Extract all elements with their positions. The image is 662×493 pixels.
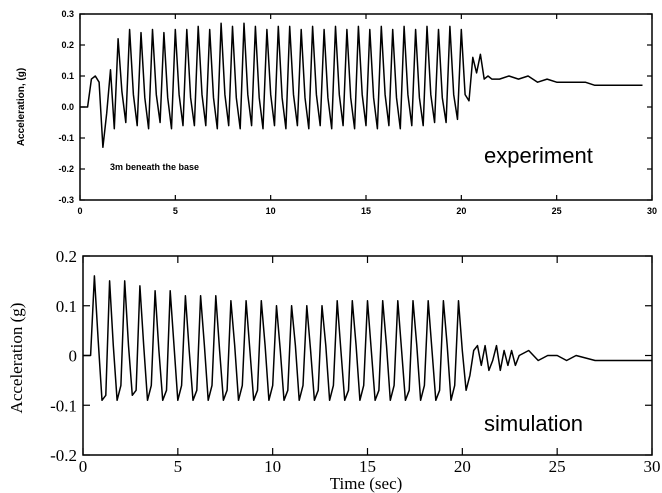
simulation-y-tick-label: -0.1: [50, 396, 77, 415]
experiment-panel-label: experiment: [484, 143, 593, 168]
simulation-y-axis-label: Acceleration (g): [7, 303, 26, 414]
experiment-y-tick-label: 0.0: [61, 102, 74, 112]
simulation-x-axis-label: Time (sec): [330, 474, 403, 493]
simulation-x-tick-label: 20: [454, 457, 471, 476]
experiment-annotation: 3m beneath the base: [110, 162, 199, 172]
simulation-panel-label: simulation: [484, 411, 583, 436]
experiment-y-tick-label: 0.3: [61, 9, 74, 19]
simulation-panel: -0.2 -0.1 0 0.1 0.2 0 5 10 15 20 25 30 Acceleratio…: [7, 247, 661, 493]
experiment-x-ticks: 0 5 10 15 20 25 30: [77, 14, 657, 216]
simulation-series-line: [83, 275, 652, 402]
experiment-y-tick-label: -0.3: [58, 195, 74, 205]
experiment-panel: -0.3 -0.2 -0.1 0.0 0.1 0.2 0.3 0 5 10 15 20 25 30 Ac…: [16, 9, 657, 216]
simulation-y-tick-label: 0: [69, 347, 78, 366]
experiment-y-tick-label: -0.1: [58, 133, 74, 143]
simulation-x-tick-label: 30: [644, 457, 661, 476]
experiment-x-tick-label: 25: [552, 206, 562, 216]
experiment-x-tick-label: 15: [361, 206, 371, 216]
simulation-y-tick-label: 0.1: [56, 297, 77, 316]
simulation-x-ticks: 0 5 10 15 20 25 30: [79, 256, 661, 476]
simulation-x-tick-label: 15: [359, 457, 376, 476]
experiment-series-line: [80, 22, 643, 149]
simulation-y-tick-label: -0.2: [50, 446, 77, 465]
simulation-x-tick-label: 10: [264, 457, 281, 476]
simulation-x-tick-label: 25: [549, 457, 566, 476]
experiment-y-tick-label: 0.1: [61, 71, 74, 81]
experiment-y-tick-label: -0.2: [58, 164, 74, 174]
simulation-x-tick-label: 5: [174, 457, 183, 476]
experiment-y-axis-label: Acceleration, (g): [16, 68, 27, 146]
experiment-x-tick-label: 30: [647, 206, 657, 216]
simulation-y-ticks: -0.2 -0.1 0 0.1 0.2: [50, 247, 652, 465]
experiment-x-tick-label: 0: [77, 206, 82, 216]
simulation-y-tick-label: 0.2: [56, 247, 77, 266]
simulation-x-tick-label: 0: [79, 457, 88, 476]
experiment-x-tick-label: 20: [456, 206, 466, 216]
experiment-y-tick-label: 0.2: [61, 40, 74, 50]
experiment-y-ticks: -0.3 -0.2 -0.1 0.0 0.1 0.2 0.3: [58, 9, 652, 205]
experiment-x-tick-label: 5: [173, 206, 178, 216]
experiment-x-tick-label: 10: [266, 206, 276, 216]
